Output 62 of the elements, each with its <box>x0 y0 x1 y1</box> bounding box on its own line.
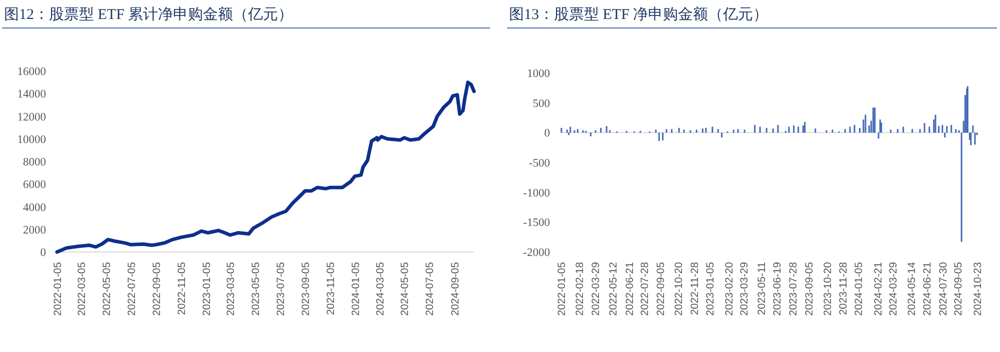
x-tick-label: 2024-05-05 <box>399 262 412 316</box>
y-tick-label: 16000 <box>17 66 46 78</box>
x-tick-label: 2022-09-05 <box>654 262 667 316</box>
x-tick-label: 2023-03-05 <box>225 262 237 316</box>
x-tick-label: 2024-05-14 <box>906 262 918 316</box>
x-tick-label: 2024-07-05 <box>424 262 436 316</box>
x-tick-label: 2023-05-11 <box>756 262 768 315</box>
y-tick-label: 1000 <box>527 68 550 80</box>
x-tick-label: 2022-11-28 <box>689 262 702 315</box>
x-tick-label: 2024-09-05 <box>449 262 462 316</box>
x-tick-label: 2023-03-29 <box>738 262 750 316</box>
x-tick-label: 2024-10-23 <box>972 262 984 316</box>
x-tick-label: 2022-01-05 <box>556 262 568 316</box>
x-tick-label: 2022-06-21 <box>624 262 636 316</box>
chart-title: 图13：股票型 ETF 净申购金额（亿元） <box>509 6 768 23</box>
x-tick-label: 2024-06-21 <box>922 262 934 316</box>
x-tick-label: 2024-07-30 <box>937 262 950 316</box>
x-tick-label: 2023-09-05 <box>803 262 816 316</box>
x-tick-label: 2022-03-05 <box>76 262 88 316</box>
chart-title: 图12：股票型 ETF 累计净申购金额（亿元） <box>4 6 294 23</box>
y-tick-label: 0 <box>544 128 550 140</box>
x-tick-label: 2023-09-05 <box>300 262 312 316</box>
x-tick-label: 2022-09-05 <box>151 262 164 316</box>
y-tick-label: 12000 <box>17 111 46 124</box>
x-tick-label: 2022-01-05 <box>52 262 64 316</box>
line-series <box>55 80 476 254</box>
x-tick-label: 2022-05-05 <box>100 262 113 316</box>
x-tick-label: 2022-10-20 <box>673 262 686 316</box>
y-tick-label: 8000 <box>23 156 46 168</box>
y-tick-label: 500 <box>532 98 550 110</box>
x-tick-label: 2022-03-29 <box>590 262 602 316</box>
x-tick-label: 2023-11-28 <box>838 262 850 315</box>
x-tick-label: 2023-10-20 <box>822 262 834 316</box>
y-tick-label: 2000 <box>23 224 46 236</box>
x-tick-label: 2024-02-21 <box>872 262 884 316</box>
x-tick-label: 2022-07-28 <box>639 262 652 316</box>
y-tick-label: 14000 <box>17 88 46 101</box>
x-tick-label: 2023-01-05 <box>704 262 717 316</box>
x-tick-label: 2023-11-05 <box>324 262 337 315</box>
x-tick-label: 2023-07-28 <box>788 262 800 316</box>
x-tick-label: 2022-07-05 <box>126 262 138 316</box>
x-tick-label: 2024-09-05 <box>952 262 964 316</box>
y-tick-label: -2000 <box>523 247 550 259</box>
y-tick-label: -1500 <box>523 217 550 230</box>
y-tick-label: 10000 <box>17 134 46 146</box>
x-tick-label: 2023-02-20 <box>723 262 736 316</box>
y-tick-label: 6000 <box>23 179 46 192</box>
x-tick-label: 2023-06-19 <box>772 262 784 316</box>
x-tick-label: 2022-05-12 <box>608 262 620 316</box>
x-tick-label: 2024-03-29 <box>887 262 900 316</box>
y-tick-label: -500 <box>528 158 550 170</box>
x-tick-label: 2023-05-05 <box>250 262 262 316</box>
x-tick-label: 2023-07-05 <box>274 262 287 316</box>
x-tick-label: 2024-03-05 <box>374 262 386 316</box>
y-tick-label: 0 <box>40 247 46 259</box>
x-tick-label: 2024-01-05 <box>853 262 866 316</box>
y-tick-label: -1000 <box>523 187 550 200</box>
y-tick-label: 4000 <box>23 202 46 214</box>
x-tick-label: 2022-02-18 <box>574 262 586 316</box>
x-tick-label: 2023-01-05 <box>200 262 213 316</box>
x-tick-label: 2024-01-05 <box>350 262 362 316</box>
x-tick-label: 2022-11-05 <box>176 262 188 315</box>
